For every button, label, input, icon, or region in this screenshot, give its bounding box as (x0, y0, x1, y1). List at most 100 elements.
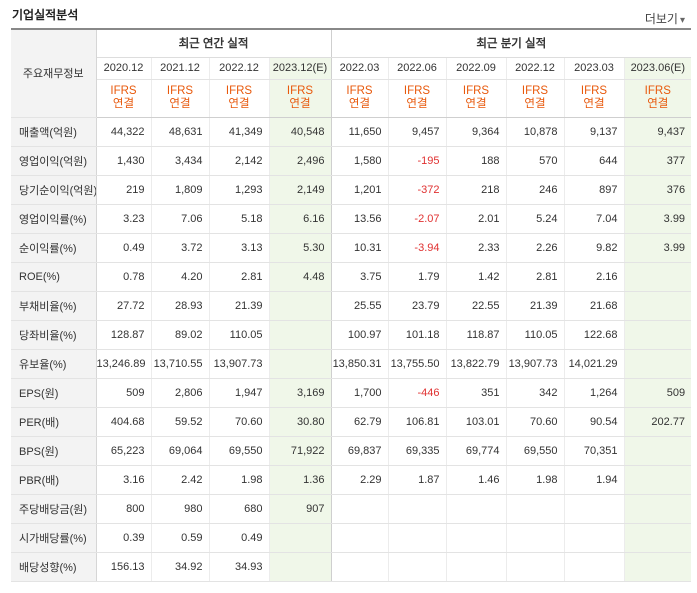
ifrs-consolidated: 연결 (647, 98, 669, 110)
table-cell: 9.82 (563, 233, 624, 263)
table-row: ROE(%) 0.78 4.20 2.81 4.48 3.75 1.79 1.42 2.81 2.… (11, 262, 692, 292)
table-cell (445, 494, 506, 524)
table-cell: 156.13 (96, 552, 151, 582)
row-label: 영업이익(억원) (11, 146, 97, 176)
table-cell: 644 (563, 146, 624, 176)
table-cell: 69,064 (150, 436, 209, 466)
table-cell: 3,434 (150, 146, 209, 176)
period-header: 2021.12 (150, 57, 209, 80)
table-cell: 10.31 (330, 233, 388, 263)
table-row: BPS(원) 65,223 69,064 69,550 71,922 69,837 69,3… (11, 436, 692, 466)
table-cell (330, 552, 388, 582)
table-cell: 21.39 (208, 291, 269, 321)
table-cell: 13.56 (330, 204, 388, 234)
table-cell: 7.04 (563, 204, 624, 234)
table-cell: 1,809 (150, 175, 209, 205)
table-cell: 110.05 (208, 320, 269, 350)
table-cell: 22.55 (445, 291, 506, 321)
table-cell: 2.33 (445, 233, 506, 263)
table-cell: 103.01 (445, 407, 506, 437)
table-cell: 41,349 (208, 117, 269, 147)
ifrs-label: IFRS 연결 (268, 79, 331, 118)
table-cell: 1.79 (387, 262, 446, 292)
table-cell: 1.98 (505, 465, 564, 495)
ifrs-label: IFRS 연결 (150, 79, 209, 118)
table-cell: 23.79 (387, 291, 446, 321)
table-cell: 5.24 (505, 204, 564, 234)
table-cell: 118.87 (445, 320, 506, 350)
table-cell: 219 (96, 175, 151, 205)
table-row: 유보율(%) 13,246.89 13,710.55 13,907.73 13,850.… (11, 349, 692, 379)
table-cell: 5.18 (208, 204, 269, 234)
period-header: 2022.06 (387, 57, 446, 80)
table-cell: 14,021.29 (563, 349, 624, 379)
table-cell: 70.60 (208, 407, 269, 437)
table-cell: 70,351 (563, 436, 624, 466)
row-label: PBR(배) (11, 465, 97, 495)
table-cell: 2,806 (150, 378, 209, 408)
table-cell: 34.92 (150, 552, 209, 582)
ifrs-standard: IFRS (166, 85, 194, 97)
table-cell: 570 (505, 146, 564, 176)
table-cell: 9,437 (623, 117, 692, 147)
row-label: 매출액(억원) (11, 117, 97, 147)
table-row: 주당배당금(원) 800 980 680 907 (11, 494, 692, 524)
table-cell (623, 523, 692, 553)
table-cell: 7.06 (150, 204, 209, 234)
table-cell: 69,774 (445, 436, 506, 466)
row-label: EPS(원) (11, 378, 97, 408)
table-cell (268, 552, 331, 582)
row-label: 주당배당금(원) (11, 494, 97, 524)
ifrs-consolidated: 연결 (524, 98, 546, 110)
table-cell: 13,246.89 (96, 349, 151, 379)
table-cell: 1,264 (563, 378, 624, 408)
table-cell: 1.87 (387, 465, 446, 495)
table-cell: 2,496 (268, 146, 331, 176)
ifrs-label: IFRS 연결 (387, 79, 446, 118)
table-cell: 2.81 (208, 262, 269, 292)
row-label: 부채비율(%) (11, 291, 97, 321)
table-cell: 5.30 (268, 233, 331, 263)
ifrs-consolidated: 연결 (228, 98, 250, 110)
table-row: EPS(원) 509 2,806 1,947 3,169 1,700 -446 351 342 1… (11, 378, 692, 408)
table-cell: 1,947 (208, 378, 269, 408)
table-cell: 70.60 (505, 407, 564, 437)
table-cell: 1.42 (445, 262, 506, 292)
period-header: 2022.03 (330, 57, 388, 80)
table-cell: 9,364 (445, 117, 506, 147)
more-link[interactable]: 더보기 ▾ (645, 10, 685, 27)
table-cell: 2.29 (330, 465, 388, 495)
table-row: 당좌비율(%) 128.87 89.02 110.05 100.97 101.18 118.… (11, 320, 692, 350)
table-cell (563, 523, 624, 553)
table-cell (268, 291, 331, 321)
row-label: 유보율(%) (11, 349, 97, 379)
table-cell: 1,293 (208, 175, 269, 205)
ifrs-label: IFRS 연결 (208, 79, 269, 118)
table-row: PBR(배) 3.16 2.42 1.98 1.36 2.29 1.87 1.46 1.98 1.… (11, 465, 692, 495)
table-cell: 2,149 (268, 175, 331, 205)
table-cell: 404.68 (96, 407, 151, 437)
table-cell: 13,907.73 (208, 349, 269, 379)
table-cell (445, 523, 506, 553)
table-cell: -446 (387, 378, 446, 408)
table-cell: 13,710.55 (150, 349, 209, 379)
table-cell: 110.05 (505, 320, 564, 350)
table-cell: 376 (623, 175, 692, 205)
period-header: 2022.12 (208, 57, 269, 80)
table-cell: 100.97 (330, 320, 388, 350)
table-cell (623, 262, 692, 292)
period-header: 2023.12(E) (268, 57, 331, 80)
table-cell: 62.79 (330, 407, 388, 437)
table-cell: 3.16 (96, 465, 151, 495)
table-cell: 1.46 (445, 465, 506, 495)
table-cell: 128.87 (96, 320, 151, 350)
table-cell: 2,142 (208, 146, 269, 176)
ifrs-label: IFRS 연결 (445, 79, 506, 118)
ifrs-standard: IFRS (521, 85, 549, 97)
table-cell: 25.55 (330, 291, 388, 321)
table-row: 영업이익률(%) 3.23 7.06 5.18 6.16 13.56 -2.07 2.01 5.… (11, 204, 692, 234)
table-cell: 509 (623, 378, 692, 408)
table-cell: 1.36 (268, 465, 331, 495)
financial-summary-table: 주요재무정보 최근 연간 실적 최근 분기 실적 2020.12 2021.12 2… (11, 28, 692, 582)
table-cell: 9,137 (563, 117, 624, 147)
